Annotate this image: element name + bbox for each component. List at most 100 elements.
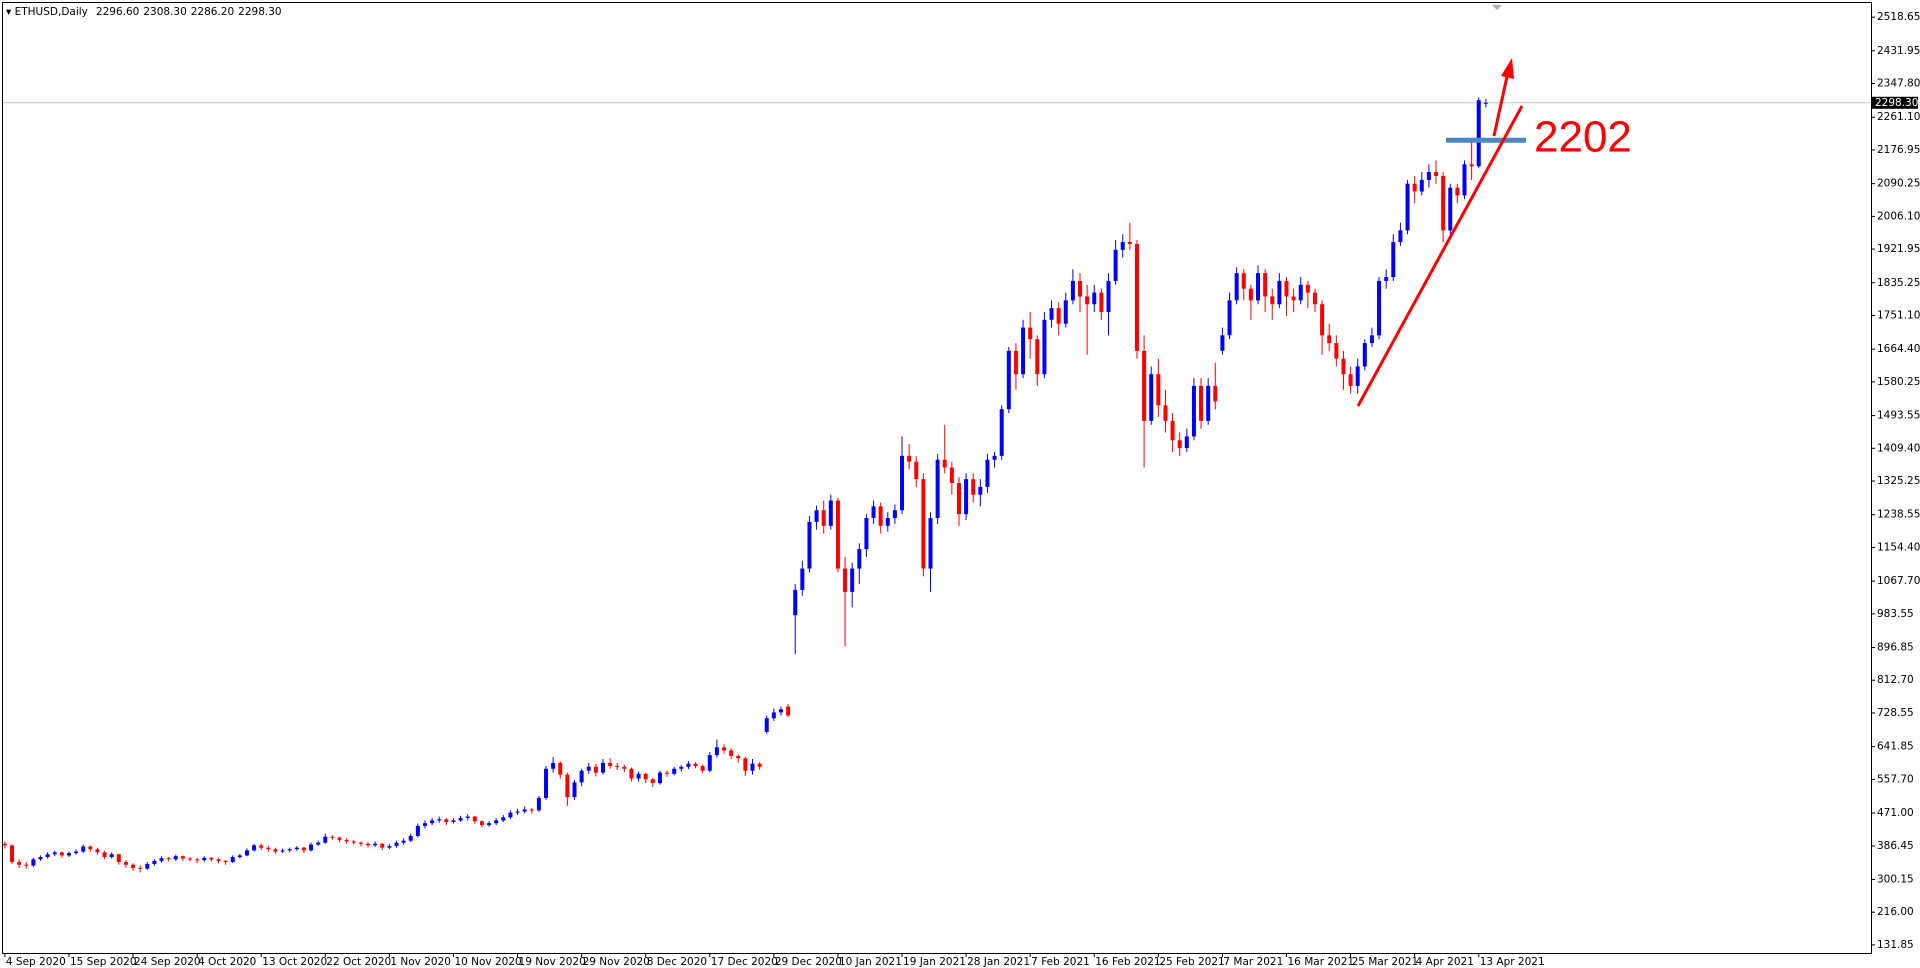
candle-body [1455,187,1460,196]
x-tick-label: 25 Mar 2021 [1352,956,1419,968]
candle-body [202,857,207,861]
candle-body [1056,308,1061,324]
candle-body [544,768,549,798]
candle-body [1042,319,1047,375]
candle-body [1320,304,1325,336]
candle-body [351,841,356,843]
candle-body [152,860,157,864]
candle-body [914,461,919,480]
candle-body [1063,300,1068,324]
x-tick-label: 13 Apr 2021 [1480,956,1545,968]
x-tick-label: 10 Nov 2020 [454,956,521,968]
candle-body [430,820,435,824]
y-tick-label: 2261.10 [1877,111,1920,123]
candle-body [714,747,719,756]
candle-body [679,766,684,769]
candle-body [1120,242,1125,250]
candle-body [1006,350,1011,410]
candle-body [1021,327,1026,375]
candle-body [565,774,570,798]
candle-body [551,762,556,769]
x-tick-label: 19 Jan 2021 [903,956,966,968]
candle-body [1149,374,1154,421]
candle-body [835,500,840,569]
candle-body [1106,280,1111,313]
y-tick-label: 2006.10 [1877,210,1920,222]
candle-body [116,854,121,863]
candle-body [1419,179,1424,192]
candle-body [1312,292,1317,305]
candle-body [102,852,107,857]
candle-body [1241,273,1246,289]
candle-body [871,506,876,519]
candle-body [857,549,862,569]
x-tick-label: 29 Dec 2020 [775,956,842,968]
x-tick-label: 16 Feb 2021 [1095,956,1160,968]
candle-body [608,762,613,767]
candle-body [1369,335,1374,344]
price-box-label: 2298.30 [1875,97,1918,109]
candles [2,97,1488,873]
y-tick-label: 1664.40 [1877,343,1920,355]
candle-body [843,568,848,592]
y-tick-label: 641.85 [1877,741,1914,753]
candle-body [138,867,143,869]
x-tick-label: 1 Nov 2020 [390,956,451,968]
x-tick-label: 19 Nov 2020 [519,956,586,968]
candle-body [536,797,541,811]
y-tick-label: 812.70 [1877,674,1914,686]
candle-body [750,763,755,771]
candle-body [301,847,306,851]
candle-body [2,843,7,846]
candle-body [1163,405,1168,421]
candle-body [1177,440,1182,449]
candle-body [1184,436,1189,449]
x-tick-label: 4 Apr 2021 [1416,956,1474,968]
candle-body [437,819,442,821]
y-tick-label: 728.55 [1877,707,1914,719]
arrow-head [1501,58,1514,79]
y-tick-label: 1751.10 [1877,309,1920,321]
candle-body [1391,242,1396,278]
candle-body [650,779,655,784]
candle-body [330,836,335,838]
x-tick-label: 24 Sep 2020 [134,956,201,968]
candle-body [1099,292,1104,313]
candle-body [971,479,976,495]
candle-body [1405,183,1410,231]
candle-body [237,855,242,857]
candle-body [373,843,378,846]
candle-body [1070,280,1075,301]
candle-body [1305,284,1310,293]
candle-body [686,763,691,767]
y-tick-label: 1154.40 [1877,541,1920,553]
axis-layer: 131.85 216.00 300.15 386.45 471.00 557.70 641.… [3,11,1920,968]
candle-body [793,589,798,616]
candle-body [1234,273,1239,301]
candle-body [992,455,997,460]
candle-body [729,750,734,756]
y-tick-label: 471.00 [1877,807,1914,819]
candle-body [24,864,29,866]
candle-body [629,768,634,779]
candle-body [259,845,264,848]
candle-body [999,409,1004,456]
x-tick-label: 7 Mar 2021 [1223,956,1283,968]
x-tick-label: 16 Mar 2021 [1288,956,1355,968]
candle-body [1156,374,1161,406]
candle-body [415,825,420,836]
x-tick-label: 4 Oct 2020 [198,956,256,968]
candle-body [1291,296,1296,301]
candle-body [693,763,698,767]
candle-body [1220,335,1225,351]
candle-body [123,862,128,865]
y-tick-label: 983.55 [1877,608,1914,620]
candle-body [444,819,449,823]
candle-body [294,847,299,850]
candle-body [907,455,912,462]
candle-body [885,518,890,526]
candle-body [814,510,819,522]
candle-body [892,510,897,519]
candle-body [1377,280,1382,336]
y-tick-label: 557.70 [1877,773,1914,785]
